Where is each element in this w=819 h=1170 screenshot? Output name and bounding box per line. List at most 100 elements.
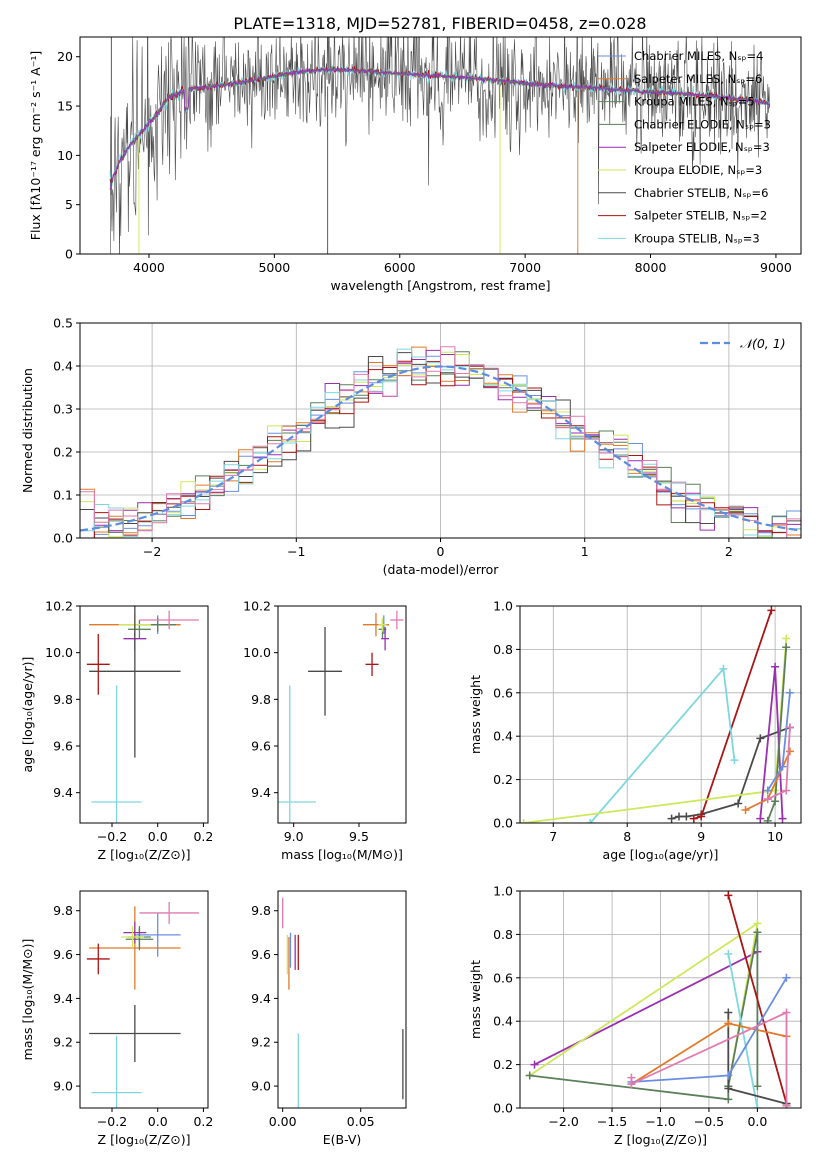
mass-vs-ebv-ytick-label: 9.4 xyxy=(251,991,271,1006)
age-vs-Z-frame xyxy=(79,605,209,824)
spectrum-ytick-label: 0 xyxy=(65,247,73,262)
spectrum-title: PLATE=1318, MJD=52781, FIBERID=0458, z=0… xyxy=(233,14,646,33)
weight-vs-age-marker xyxy=(778,762,787,771)
residual-legend-label: 𝒩(0, 1) xyxy=(740,336,786,351)
spectrum-ytick-label: 20 xyxy=(57,49,73,64)
mass-vs-ebv-xtick-label: 0.05 xyxy=(347,1114,375,1129)
weight-vs-age-ytick-label: 0.0 xyxy=(493,816,513,831)
spectrum-xtick-label: 4000 xyxy=(133,260,165,275)
age-vs-mass-ytick-label: 9.8 xyxy=(251,692,271,707)
weight-vs-Z-marker xyxy=(724,1084,733,1093)
age-vs-mass-plot-area xyxy=(278,610,404,823)
weight-vs-age-marker xyxy=(782,634,791,643)
spectrum-legend-label: Salpeter STELIB, Nₛₚ=2 xyxy=(634,209,767,223)
weight-vs-age-marker xyxy=(520,819,528,823)
age-vs-Z-ytick-label: 9.4 xyxy=(53,785,73,800)
spectrum-legend-label: Salpeter ELODIE, Nₛₚ=3 xyxy=(634,140,770,154)
spectrum-legend-label: Kroupa ELODIE, Nₛₚ=3 xyxy=(634,163,762,177)
weight-vs-Z-series-line xyxy=(534,950,758,1066)
spectrum-legend-label: Chabrier ELODIE, Nₛₚ=3 xyxy=(634,117,771,131)
weight-vs-Z-marker xyxy=(753,1104,762,1108)
residuals-ytick-label: 0.3 xyxy=(53,402,73,417)
age-vs-mass-ytick-label: 10.2 xyxy=(243,599,271,614)
spectrum-xtick-label: 5000 xyxy=(258,260,290,275)
weight-vs-Z-ytick-label: 0.6 xyxy=(493,970,513,985)
weight-vs-Z-marker xyxy=(753,1082,762,1091)
weight-vs-age-marker xyxy=(778,814,787,823)
spectrum-ytick-label: 10 xyxy=(57,148,73,163)
spectrum-ytick-label: 5 xyxy=(65,197,73,212)
weight-vs-Z-marker xyxy=(525,1071,534,1080)
mass-vs-ebv-panel: 0.00 0.05 9.0 9.2 9.4 9.6 9.8 E(B-V) xyxy=(251,890,407,1147)
weight-vs-Z-ytick-label: 0.8 xyxy=(493,927,513,942)
spectrum-legend-label: Kroupa STELIB, Nₛₚ=3 xyxy=(634,231,760,245)
residuals-panel: −2 −1 0 1 2 0.0 0.1 0.2 0.3 0.4 0.5 (data-model)/er… xyxy=(20,316,802,577)
weight-vs-Z-marker xyxy=(724,949,733,958)
weight-vs-age-xtick-label: 8 xyxy=(623,829,631,844)
mass-vs-ebv-xlabel: E(B-V) xyxy=(323,1132,362,1147)
weight-vs-Z-series-line xyxy=(727,953,759,1108)
weight-vs-age-ytick-label: 0.4 xyxy=(493,729,513,744)
age-vs-Z-ylabel: age [log₁₀(age/yr)] xyxy=(20,657,35,773)
mass-vs-Z-panel: −0.2 0.0 0.2 9.0 9.2 9.4 9.6 9.8 Z [log₁₀(Z/Z⊙)]… xyxy=(20,890,213,1147)
weight-vs-age-marker xyxy=(682,812,691,821)
spectrum-legend-label: Chabrier STELIB, Nₛₚ=6 xyxy=(634,186,768,200)
weight-vs-Z-marker xyxy=(782,1008,791,1017)
weight-vs-Z-marker xyxy=(782,1101,791,1108)
age-vs-Z-xtick-label: 0.2 xyxy=(193,829,213,844)
weight-vs-age-marker xyxy=(719,664,728,673)
weight-vs-age-xlabel: age [log₁₀(age/yr)] xyxy=(603,847,719,862)
spectrum-ylabel: Flux [fλ10⁻¹⁷ erg cm⁻² s⁻¹ A⁻¹] xyxy=(28,51,43,240)
mass-vs-Z-ylabel: mass [log₁₀(M/M⊙)] xyxy=(20,939,35,1061)
residuals-xtick-label: 1 xyxy=(581,544,589,559)
weight-vs-Z-ytick-label: 0.0 xyxy=(493,1101,513,1116)
weight-vs-age-marker xyxy=(741,805,750,814)
weight-vs-age-ylabel: mass weight xyxy=(468,675,483,754)
mass-vs-Z-xtick-label: −0.2 xyxy=(97,1114,127,1129)
age-vs-mass-frame xyxy=(277,605,407,824)
residuals-xtick-label: −1 xyxy=(287,544,305,559)
weight-vs-Z-marker xyxy=(753,928,762,937)
weight-vs-Z-xtick-label: 0.0 xyxy=(747,1114,767,1129)
weight-vs-age-plot-area xyxy=(520,606,794,823)
weight-vs-Z-ytick-label: 0.4 xyxy=(493,1014,513,1029)
weight-vs-Z-marker xyxy=(530,1060,539,1069)
weight-vs-Z-panel: −2.0 −1.5 −1.0 −0.5 0.0 0.0 0.2 0.4 0.6 0.8 1.0 Z [… xyxy=(468,884,802,1147)
weight-vs-Z-xtick-label: −1.0 xyxy=(645,1114,675,1129)
spectrum-legend-label: Kroupa MILES, Nₛₚ=5 xyxy=(634,95,755,109)
weight-vs-Z-marker xyxy=(724,1008,733,1017)
weight-vs-age-series-line xyxy=(693,610,773,820)
weight-vs-Z-series-line xyxy=(727,895,788,1104)
age-vs-Z-ytick-label: 10.0 xyxy=(45,645,73,660)
mass-vs-Z-ytick-label: 9.2 xyxy=(53,1035,73,1050)
residuals-xlabel: (data-model)/error xyxy=(383,562,500,577)
mass-vs-ebv-plot-area xyxy=(282,897,404,1108)
weight-vs-Z-xlabel: Z [log₁₀(Z/Z⊙)] xyxy=(614,1132,707,1147)
spectrum-legend: Chabrier MILES, Nₛₚ=4 Salpeter MILES, Nₛₚ… xyxy=(598,49,771,245)
mass-vs-ebv-ytick-label: 9.8 xyxy=(251,903,271,918)
residuals-ytick-label: 0.0 xyxy=(53,531,73,546)
weight-vs-age-marker xyxy=(697,812,706,821)
weight-vs-age-marker xyxy=(782,786,791,795)
weight-vs-age-marker xyxy=(756,734,765,743)
weight-vs-age-ytick-label: 0.2 xyxy=(493,772,513,787)
weight-vs-age-marker xyxy=(771,797,780,806)
weight-vs-age-ytick-label: 1.0 xyxy=(493,599,513,614)
weight-vs-age-marker xyxy=(667,814,676,823)
residuals-ytick-label: 0.4 xyxy=(53,359,73,374)
mass-vs-ebv-ytick-label: 9.0 xyxy=(251,1079,271,1094)
age-vs-mass-ytick-label: 9.4 xyxy=(251,785,271,800)
residuals-xtick-label: −2 xyxy=(143,544,161,559)
weight-vs-age-xtick-label: 9 xyxy=(697,829,705,844)
weight-vs-Z-marker xyxy=(782,973,791,982)
weight-vs-age-marker xyxy=(785,747,794,756)
weight-vs-Z-xtick-label: −2.0 xyxy=(548,1114,578,1129)
weight-vs-age-marker xyxy=(763,816,772,823)
mass-vs-Z-xtick-label: 0.0 xyxy=(148,1114,168,1129)
spectrum-xtick-label: 9000 xyxy=(760,260,792,275)
spectrum-xlabel: wavelength [Angstrom, rest frame] xyxy=(330,278,550,293)
mass-vs-Z-ytick-label: 9.0 xyxy=(53,1079,73,1094)
weight-vs-age-marker xyxy=(782,643,791,652)
age-vs-Z-xtick-label: 0.0 xyxy=(148,829,168,844)
